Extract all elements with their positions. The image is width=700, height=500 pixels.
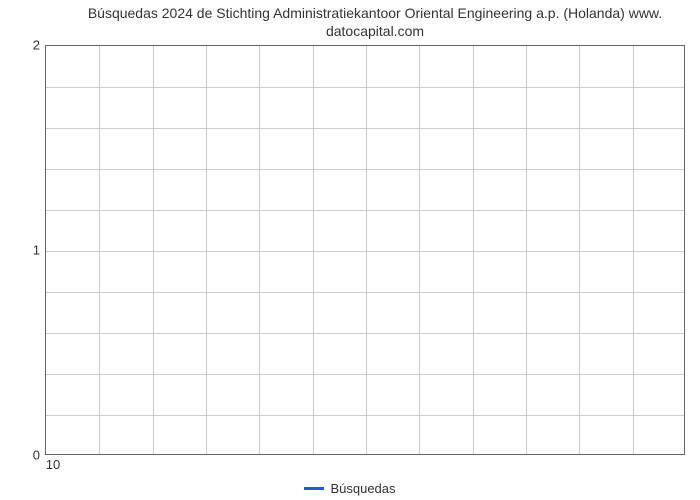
legend: Búsquedas	[0, 480, 700, 496]
gridline-v	[633, 46, 634, 454]
gridline-v	[473, 46, 474, 454]
gridline-v	[419, 46, 420, 454]
gridline-v	[526, 46, 527, 454]
gridline-h	[46, 333, 684, 334]
title-line-2: datocapital.com	[326, 23, 424, 39]
gridline-v	[153, 46, 154, 454]
legend-swatch	[304, 487, 324, 490]
gridline-h	[46, 415, 684, 416]
gridline-h	[46, 87, 684, 88]
gridline-h-major	[46, 251, 684, 252]
gridline-v	[366, 46, 367, 454]
legend-label: Búsquedas	[330, 481, 395, 496]
gridline-h	[46, 292, 684, 293]
chart-container: Búsquedas 2024 de Stichting Administrati…	[0, 0, 700, 500]
gridline-v	[99, 46, 100, 454]
x-tick-label: 10	[46, 457, 60, 472]
gridline-v	[206, 46, 207, 454]
gridline-v	[579, 46, 580, 454]
gridline-v	[313, 46, 314, 454]
gridline-v	[259, 46, 260, 454]
title-line-1: Búsquedas 2024 de Stichting Administrati…	[88, 5, 662, 21]
gridline-h	[46, 128, 684, 129]
y-tick-label: 0	[10, 448, 40, 463]
y-tick-label: 2	[10, 38, 40, 53]
plot-area	[45, 45, 685, 455]
gridline-h	[46, 374, 684, 375]
y-tick-label: 1	[10, 243, 40, 258]
chart-title: Búsquedas 2024 de Stichting Administrati…	[60, 4, 690, 40]
gridline-h	[46, 210, 684, 211]
gridline-h	[46, 169, 684, 170]
